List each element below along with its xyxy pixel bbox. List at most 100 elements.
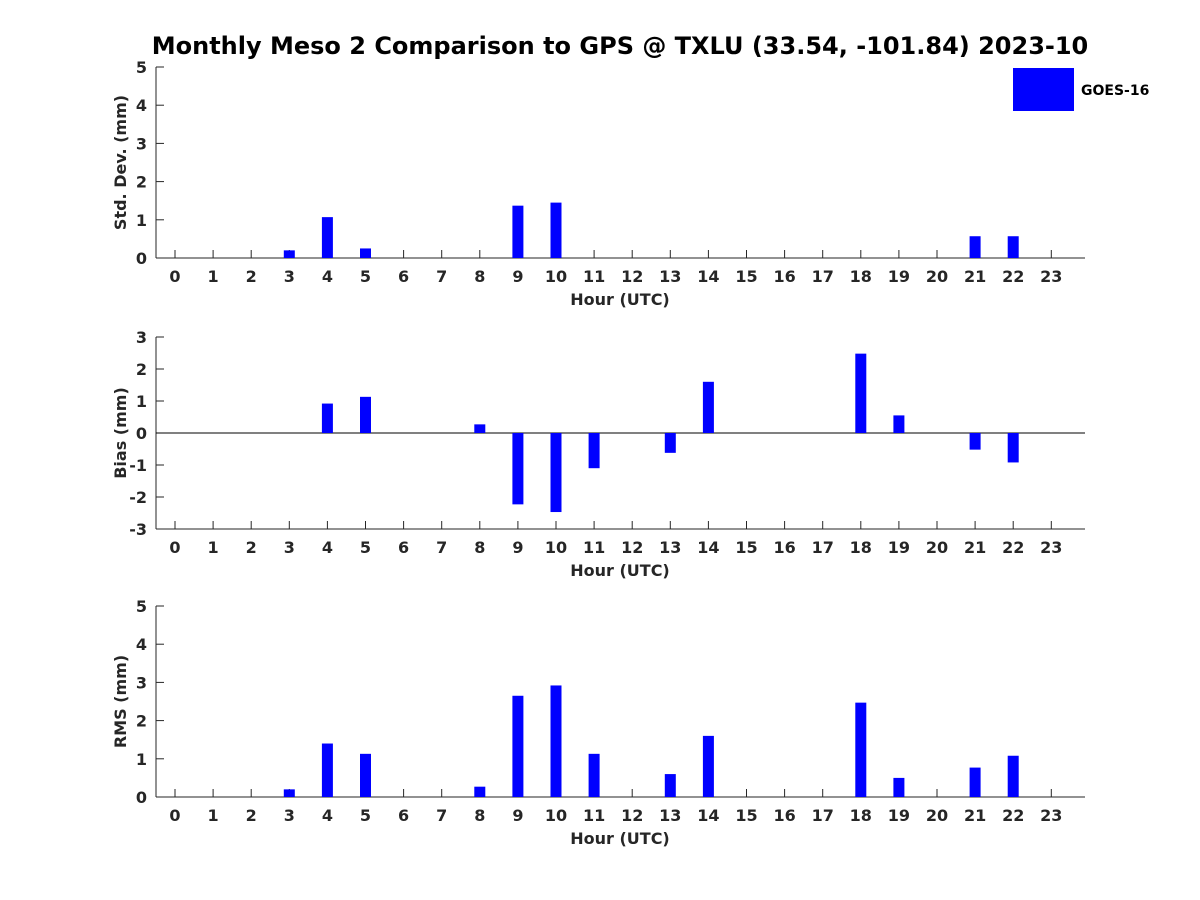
x-tick-label: 21 xyxy=(964,806,986,825)
x-tick-label: 17 xyxy=(812,538,834,557)
x-tick-label: 17 xyxy=(812,806,834,825)
y-tick-label: 0 xyxy=(136,788,147,807)
x-tick-label: 19 xyxy=(888,267,910,286)
x-tick-label: 0 xyxy=(169,806,180,825)
y-tick-label: -1 xyxy=(129,456,147,475)
x-tick-label: 2 xyxy=(246,267,257,286)
y-axis-label: Bias (mm) xyxy=(111,387,130,479)
bar-hour-21 xyxy=(969,236,981,258)
y-axis-label: RMS (mm) xyxy=(111,655,130,748)
bar-hour-3 xyxy=(283,789,295,797)
y-tick-label: 2 xyxy=(136,173,147,192)
bar-hour-4 xyxy=(321,743,333,797)
x-tick-label: 6 xyxy=(398,538,409,557)
x-tick-label: 18 xyxy=(850,538,872,557)
y-tick-label: -2 xyxy=(129,488,147,507)
x-tick-label: 12 xyxy=(621,538,643,557)
bar-hour-10 xyxy=(550,202,562,258)
x-tick-label: 0 xyxy=(169,267,180,286)
bar-hour-3 xyxy=(283,250,295,258)
y-tick-label: 1 xyxy=(136,392,147,411)
x-tick-label: 4 xyxy=(322,267,333,286)
y-tick-label: 5 xyxy=(136,58,147,77)
bar-hour-22 xyxy=(1007,433,1019,463)
x-tick-label: 20 xyxy=(926,267,948,286)
y-tick-label: 0 xyxy=(136,249,147,268)
x-tick-label: 7 xyxy=(436,806,447,825)
x-tick-label: 23 xyxy=(1040,267,1062,286)
x-tick-label: 11 xyxy=(583,538,605,557)
bar-hour-14 xyxy=(702,735,714,797)
x-tick-label: 23 xyxy=(1040,538,1062,557)
x-tick-label: 14 xyxy=(697,538,719,557)
bar-hour-18 xyxy=(855,702,867,797)
bar-hour-9 xyxy=(512,433,524,505)
bar-hour-9 xyxy=(512,695,524,797)
bar-hour-5 xyxy=(360,753,371,797)
x-axis-label: Hour (UTC) xyxy=(570,829,670,848)
x-tick-label: 12 xyxy=(621,806,643,825)
x-tick-label: 3 xyxy=(284,806,295,825)
x-tick-label: 3 xyxy=(284,267,295,286)
x-tick-label: 4 xyxy=(322,538,333,557)
bar-hour-9 xyxy=(512,205,524,258)
y-tick-label: 2 xyxy=(136,360,147,379)
x-tick-label: 19 xyxy=(888,806,910,825)
x-tick-label: 16 xyxy=(773,267,795,286)
bar-hour-10 xyxy=(550,685,562,797)
x-tick-label: 15 xyxy=(735,267,757,286)
x-tick-label: 20 xyxy=(926,806,948,825)
x-tick-label: 7 xyxy=(436,267,447,286)
x-tick-label: 6 xyxy=(398,806,409,825)
x-tick-label: 8 xyxy=(474,267,485,286)
x-tick-label: 13 xyxy=(659,267,681,286)
x-tick-label: 16 xyxy=(773,538,795,557)
x-tick-label: 19 xyxy=(888,538,910,557)
y-tick-label: 5 xyxy=(136,597,147,616)
x-tick-label: 11 xyxy=(583,267,605,286)
x-tick-label: 14 xyxy=(697,267,719,286)
bar-hour-5 xyxy=(360,396,371,433)
y-tick-label: 1 xyxy=(136,211,147,230)
x-tick-label: 10 xyxy=(545,267,567,286)
y-tick-label: -3 xyxy=(129,520,147,539)
y-axis-label: Std. Dev. (mm) xyxy=(111,95,130,230)
x-axis-label: Hour (UTC) xyxy=(570,561,670,580)
y-tick-label: 4 xyxy=(136,96,147,115)
y-tick-label: 0 xyxy=(136,424,147,443)
chart-title: Monthly Meso 2 Comparison to GPS @ TXLU … xyxy=(152,32,1089,60)
y-tick-label: 4 xyxy=(136,635,147,654)
x-tick-label: 16 xyxy=(773,806,795,825)
bar-hour-19 xyxy=(893,777,905,797)
y-tick-label: 3 xyxy=(136,673,147,692)
bar-hour-13 xyxy=(664,774,676,797)
bar-hour-14 xyxy=(702,381,714,433)
bar-hour-21 xyxy=(969,433,981,450)
x-tick-label: 6 xyxy=(398,267,409,286)
bar-hour-8 xyxy=(474,786,486,797)
x-tick-label: 4 xyxy=(322,806,333,825)
bar-hour-4 xyxy=(321,217,333,258)
x-tick-label: 2 xyxy=(246,538,257,557)
x-tick-label: 13 xyxy=(659,538,681,557)
x-tick-label: 3 xyxy=(284,538,295,557)
bar-hour-4 xyxy=(321,403,333,433)
legend-label: GOES-16 xyxy=(1081,83,1149,99)
x-tick-label: 21 xyxy=(964,267,986,286)
x-tick-label: 1 xyxy=(208,267,219,286)
x-tick-label: 8 xyxy=(474,538,485,557)
bar-hour-11 xyxy=(588,433,600,469)
x-tick-label: 12 xyxy=(621,267,643,286)
bar-hour-22 xyxy=(1007,236,1019,258)
x-tick-label: 11 xyxy=(583,806,605,825)
bar-hour-21 xyxy=(969,767,981,797)
x-tick-label: 20 xyxy=(926,538,948,557)
x-tick-label: 13 xyxy=(659,806,681,825)
x-tick-label: 5 xyxy=(360,806,371,825)
x-tick-label: 21 xyxy=(964,538,986,557)
bar-hour-18 xyxy=(855,353,867,433)
